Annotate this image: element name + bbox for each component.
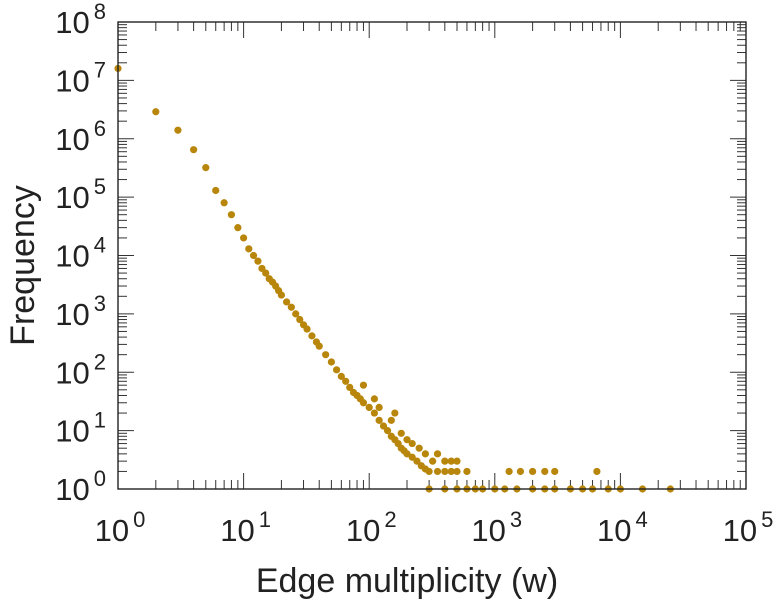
y-tick-label: 10 5: [55, 174, 106, 215]
data-point: [383, 427, 392, 435]
data-point: [415, 444, 423, 452]
data-point: [220, 199, 228, 207]
data-point: [421, 450, 429, 458]
x-axis-label: Edge multiplicity (w): [256, 562, 558, 600]
data-point: [433, 450, 442, 458]
data-point: [429, 457, 437, 465]
data-point: [551, 467, 559, 476]
data-point: [359, 381, 368, 389]
data-point: [433, 467, 442, 476]
data-point: [296, 315, 304, 324]
data-point: [441, 457, 449, 465]
tick-marks: [117, 21, 747, 490]
data-point: [413, 457, 421, 465]
x-tick-label: 10 0: [95, 507, 146, 548]
data-point: [529, 467, 537, 476]
data-point: [346, 383, 354, 392]
x-tick-label: 10 3: [471, 507, 522, 548]
data-point: [327, 358, 335, 366]
x-tick-label: 10 4: [597, 507, 648, 548]
y-tick-label: 10 4: [55, 233, 106, 274]
data-point: [262, 269, 270, 277]
data-point: [332, 366, 341, 374]
data-point: [447, 467, 455, 476]
data-point: [245, 245, 253, 253]
data-points: [114, 64, 674, 493]
data-point: [453, 457, 461, 465]
data-point: [227, 211, 236, 219]
data-point: [441, 467, 449, 476]
data-point: [174, 126, 182, 134]
data-point: [375, 403, 383, 411]
data-point: [287, 303, 295, 311]
y-tick-label: 10 6: [55, 116, 106, 157]
x-tick-label: 10 2: [346, 507, 397, 548]
data-point: [375, 416, 383, 424]
data-point: [593, 467, 601, 476]
data-point: [240, 234, 248, 242]
data-point: [453, 467, 461, 476]
plot-frame: [117, 21, 747, 490]
data-point: [408, 453, 416, 461]
data-point: [303, 325, 311, 333]
x-tick-labels: 10 0 10 1 10 2 10 3 10 4 10 5: [95, 507, 774, 548]
y-tick-label: 10 1: [55, 408, 106, 449]
data-point: [370, 395, 378, 403]
data-point: [359, 399, 368, 407]
data-point: [387, 416, 395, 424]
data-point: [283, 298, 291, 306]
data-point: [463, 467, 471, 476]
data-point: [212, 186, 220, 195]
data-point: [322, 351, 330, 359]
data-point: [403, 450, 411, 458]
data-point: [425, 467, 433, 476]
data-point: [292, 310, 300, 318]
data-point: [397, 429, 405, 437]
y-axis-label: Frequency: [4, 185, 42, 346]
data-point: [308, 332, 316, 340]
data-point: [152, 108, 160, 116]
data-point: [447, 457, 455, 465]
data-point: [342, 377, 350, 385]
data-point: [408, 439, 416, 448]
y-tick-label: 10 2: [55, 349, 106, 390]
data-point: [379, 422, 388, 430]
y-tick-label: 10 7: [55, 57, 106, 98]
y-tick-label: 10 3: [55, 291, 106, 332]
x-tick-label: 10 1: [220, 507, 271, 548]
data-point: [505, 467, 513, 476]
y-tick-label: 10 8: [55, 0, 106, 40]
data-point: [370, 409, 378, 417]
data-point: [202, 164, 210, 172]
data-point: [254, 257, 262, 265]
data-point: [315, 342, 323, 350]
x-tick-label: 10 5: [723, 507, 774, 548]
y-tick-label: 10 0: [55, 466, 106, 507]
data-point: [516, 467, 525, 476]
data-point: [541, 467, 549, 476]
data-point: [234, 224, 242, 232]
data-point: [249, 251, 258, 260]
data-point: [337, 372, 345, 380]
data-point: [365, 403, 373, 411]
data-point: [190, 146, 198, 154]
data-point: [391, 409, 399, 417]
data-point: [277, 291, 286, 299]
data-point: [403, 436, 411, 444]
